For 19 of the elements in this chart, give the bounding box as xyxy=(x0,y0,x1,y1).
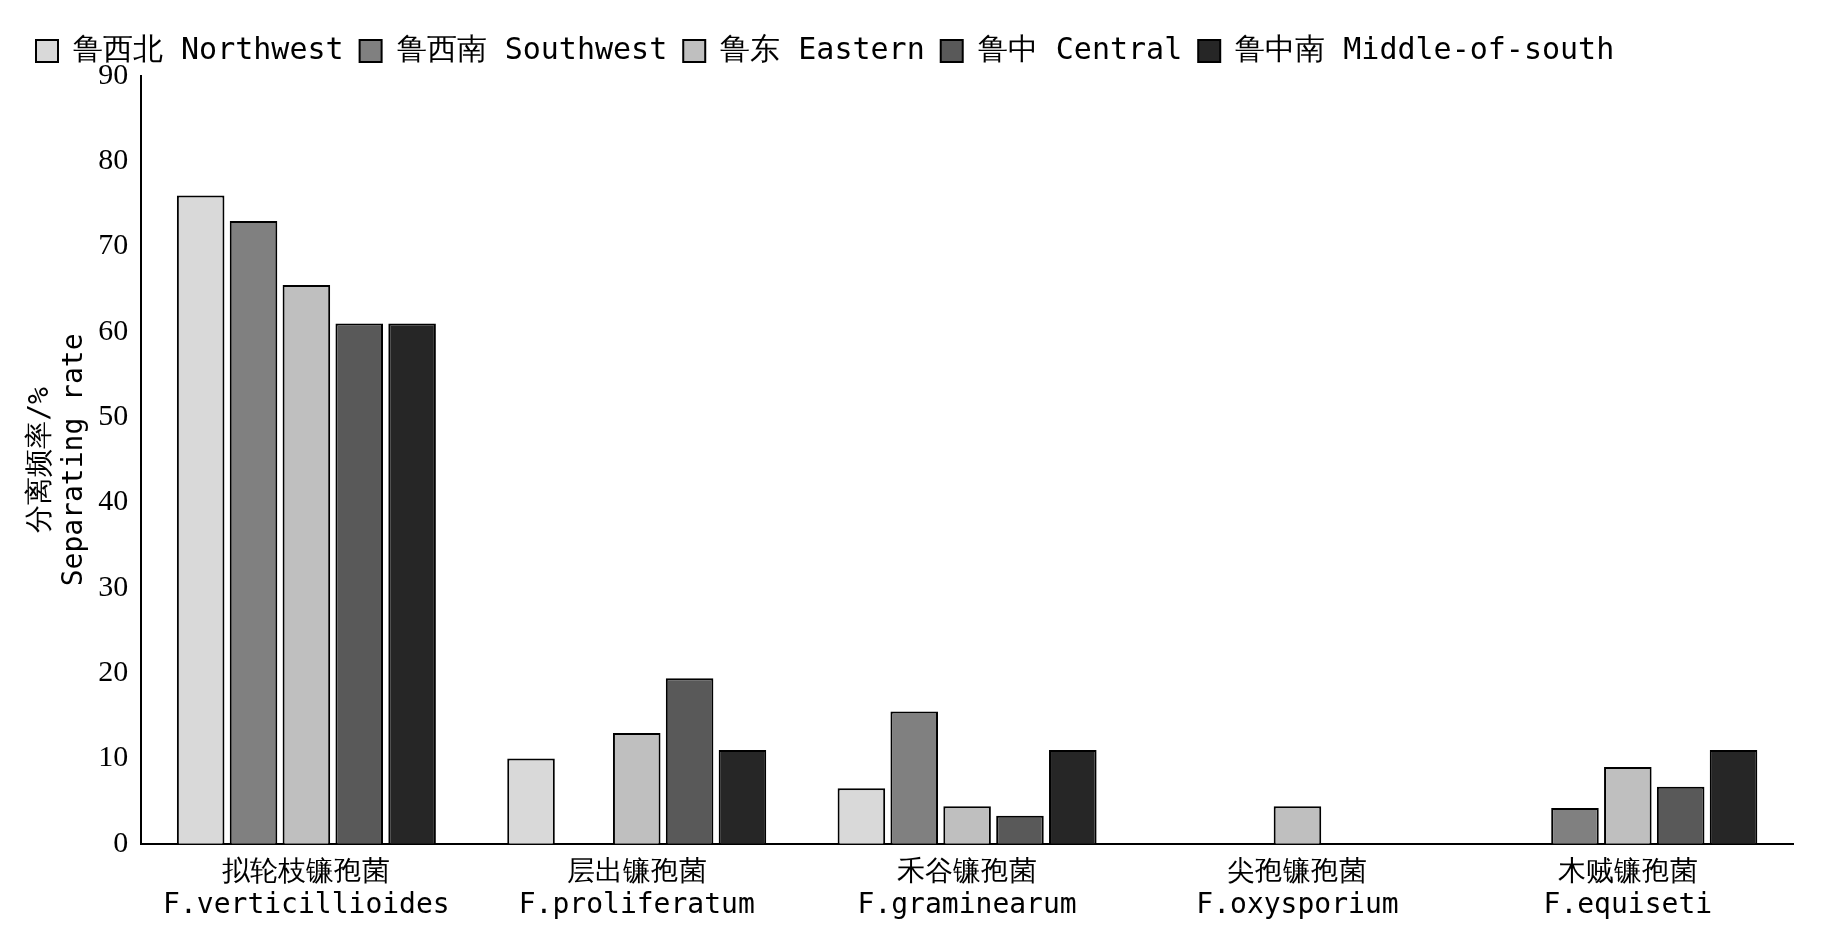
x-tick-label: 尖孢镰孢菌 F.oxysporium xyxy=(1196,853,1399,921)
x-tick-label: 层出镰孢菌 F.proliferatum xyxy=(518,853,755,921)
y-tick-label: 40 xyxy=(98,483,129,517)
y-tick-label: 70 xyxy=(98,227,129,261)
legend-label: 鲁中 Central xyxy=(977,30,1183,66)
y-tick-label: 50 xyxy=(98,398,129,432)
y-tick-label: 0 xyxy=(113,824,129,858)
y-tick-label: 30 xyxy=(98,568,129,602)
legend-label: 鲁中南 Middle-of-south xyxy=(1235,30,1615,66)
y-axis-title: 分离频率/% Separating rate xyxy=(22,333,89,587)
y-tick-label: 80 xyxy=(98,142,129,176)
y-tick-label: 10 xyxy=(98,739,129,773)
y-tick-label: 60 xyxy=(98,312,129,346)
x-tick-label: 禾谷镰孢菌 F.graminearum xyxy=(857,853,1077,921)
legend-label: 鲁东 Eastern xyxy=(720,30,925,66)
y-tick-label: 20 xyxy=(98,654,129,688)
x-tick-label: 木贼镰孢菌 F.equiseti xyxy=(1543,853,1713,921)
legend-label: 鲁西南 Southwest xyxy=(396,30,668,66)
x-tick-label: 拟轮枝镰孢菌 F.verticillioides xyxy=(163,853,450,921)
